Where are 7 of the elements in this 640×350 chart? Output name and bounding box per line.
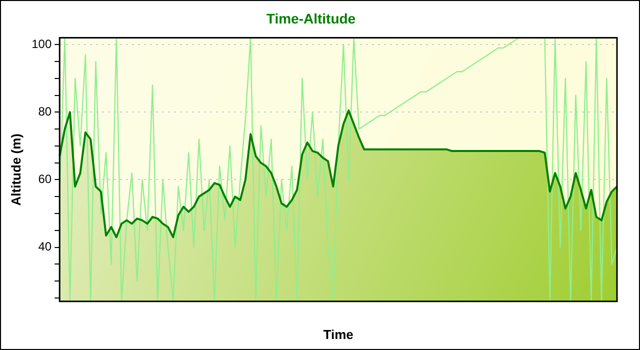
chart-title: Time-Altitude bbox=[266, 10, 356, 26]
y-tick-label: 40 bbox=[38, 240, 52, 254]
y-tick-label: 100 bbox=[32, 36, 52, 51]
y-tick-label: 60 bbox=[38, 172, 52, 186]
y-tick-label: 80 bbox=[38, 104, 52, 118]
x-axis-title: Time bbox=[323, 326, 354, 342]
y-axis-title: Altitude (m) bbox=[8, 133, 24, 206]
